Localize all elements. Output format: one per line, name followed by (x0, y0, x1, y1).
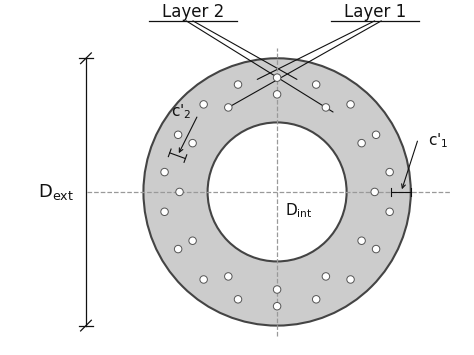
Circle shape (176, 188, 183, 196)
Circle shape (273, 286, 281, 293)
Circle shape (322, 273, 329, 280)
Circle shape (386, 168, 393, 176)
Circle shape (312, 296, 320, 303)
Circle shape (200, 101, 208, 108)
Circle shape (144, 58, 411, 326)
Circle shape (312, 81, 320, 88)
Circle shape (347, 101, 354, 108)
Circle shape (200, 276, 208, 283)
Circle shape (273, 74, 281, 81)
Circle shape (371, 188, 378, 196)
Circle shape (358, 140, 365, 147)
Circle shape (273, 302, 281, 310)
Text: D$_{\mathrm{ext}}$: D$_{\mathrm{ext}}$ (38, 182, 74, 202)
Circle shape (234, 81, 242, 88)
Circle shape (273, 91, 281, 98)
Circle shape (174, 131, 182, 138)
Circle shape (225, 104, 232, 111)
Circle shape (208, 122, 346, 261)
Text: Layer 2: Layer 2 (162, 3, 224, 21)
Circle shape (372, 245, 380, 253)
Circle shape (161, 208, 168, 215)
Circle shape (322, 104, 329, 111)
Circle shape (189, 140, 196, 147)
Circle shape (347, 276, 354, 283)
Text: Layer 1: Layer 1 (344, 3, 406, 21)
Text: D$_{\mathrm{int}}$: D$_{\mathrm{int}}$ (285, 201, 313, 220)
Circle shape (174, 245, 182, 253)
Circle shape (225, 273, 232, 280)
Circle shape (189, 237, 196, 245)
Circle shape (372, 131, 380, 138)
Text: c$'_1$: c$'_1$ (428, 132, 448, 151)
Text: c$'_2$: c$'_2$ (171, 102, 191, 121)
Circle shape (358, 237, 365, 245)
Circle shape (234, 296, 242, 303)
Circle shape (161, 168, 168, 176)
Circle shape (386, 208, 393, 215)
